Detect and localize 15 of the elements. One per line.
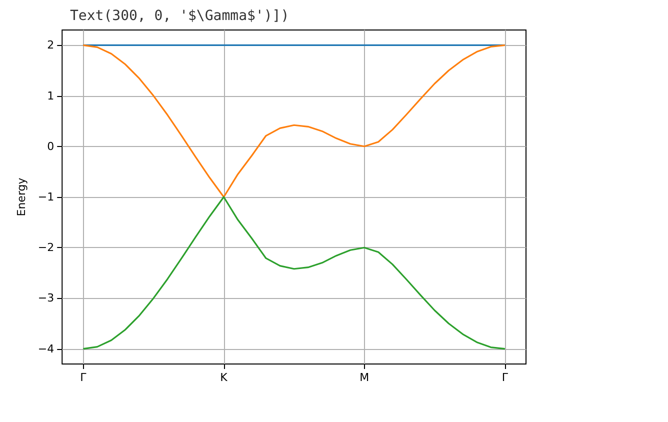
x-tick-label: M xyxy=(360,371,370,384)
line-series xyxy=(82,196,506,350)
x-tick-label: Γ xyxy=(80,371,88,384)
x-tick-label: Γ xyxy=(502,371,509,384)
y-tick-label: −2 xyxy=(38,241,54,254)
y-axis-title: Energy xyxy=(15,177,28,216)
line-series xyxy=(82,44,506,198)
x-tick-label: K xyxy=(220,371,228,384)
y-tick-label: 1 xyxy=(47,89,54,102)
y-tick-label: 2 xyxy=(47,38,54,52)
y-tick-label: −1 xyxy=(38,190,54,204)
y-tick-label: −4 xyxy=(38,342,54,356)
text: Text(300, 0, '$\Gamma$')]) xyxy=(70,8,290,24)
y-tick-label: 0 xyxy=(47,140,54,153)
y-tick-label: −3 xyxy=(38,292,54,305)
